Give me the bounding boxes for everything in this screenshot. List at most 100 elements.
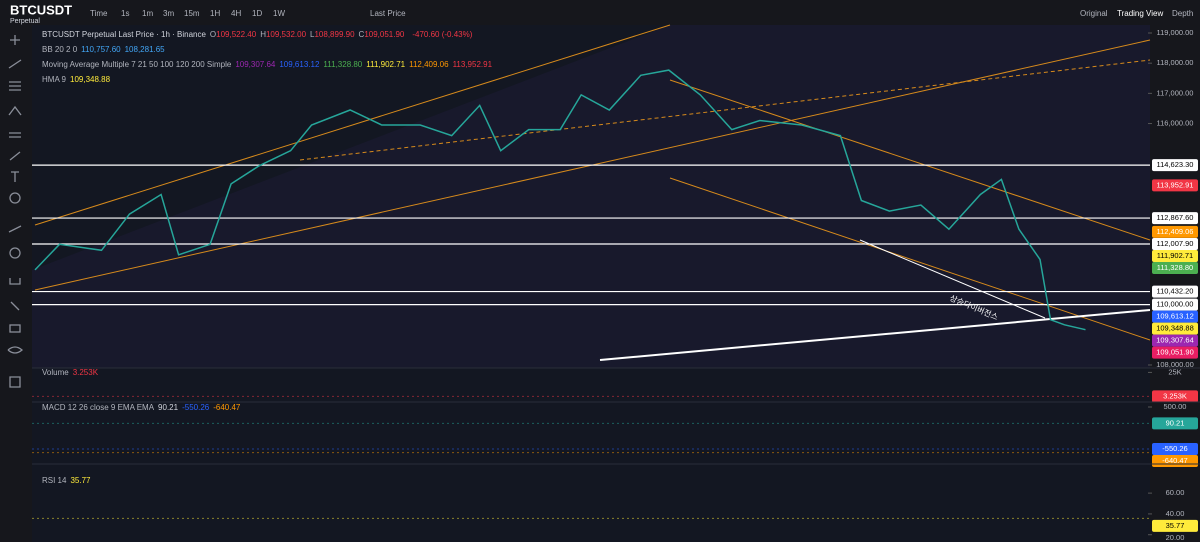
volume-name: Volume [42,368,69,377]
interval[interactable]: 1s [121,9,129,18]
price-line [34,69,1086,331]
price-box [1152,417,1198,430]
price-box [1152,346,1198,359]
volume-value: 3.253K [72,368,99,377]
price-box [1152,334,1198,347]
contract: Perpetual [10,18,40,25]
channel-shade [32,25,1150,368]
interval[interactable]: 1W [273,9,285,18]
price-type[interactable]: Last Price [370,9,406,18]
ohlc-key: H [260,30,266,39]
ohlc-value: 109,051.90 [364,30,405,39]
interval[interactable]: Time [90,9,108,18]
macd-value: 90.21 [158,403,179,412]
ma-value: 111,902.71 [366,60,406,69]
ma-value: 109,307.64 [235,60,276,69]
axis-label: 117,000.00 [1157,88,1194,97]
axis-label: 90.21 [1166,418,1185,427]
axis-label: 113,952.91 [1157,180,1194,189]
price-box [1152,159,1198,172]
interval[interactable]: 1m [142,9,153,18]
interval[interactable]: 15m [184,9,200,18]
price-box [1152,238,1198,251]
legend-hma: HMA 9 109,348.88 [42,75,114,84]
legend-title: BTCUSDT Perpetual Last Price · 1h · Bina… [42,30,206,39]
rsi-value: 35.77 [70,476,91,485]
axis-label: 109,051.90 [1156,348,1194,357]
price-box [1152,322,1198,335]
axis-label: 112,409.06 [1157,227,1194,236]
axis-label: 35.77 [1166,521,1185,530]
axis-label: 111,328.80 [1157,263,1193,272]
price-box [1152,285,1198,298]
macd-value: -550.26 [182,403,210,412]
price-box [1152,225,1198,238]
price-box [1152,310,1198,323]
ohlc-key: L [310,30,315,39]
legend-volume: Volume 3.253K [42,368,102,377]
macd-value: -640.47 [213,403,241,412]
axis-label: 60.00 [1166,488,1185,497]
bb-value: 110,757.60 [81,45,121,54]
bb-name: BB 20 2 0 [42,45,78,54]
interval[interactable]: 1H [210,9,220,18]
price-box [1152,390,1198,403]
legend-ma: Moving Average Multiple 7 21 50 100 120 … [42,60,496,69]
change: -470.60 (-0.43%) [412,30,473,39]
view-tab[interactable]: Original [1080,9,1108,18]
view-tab[interactable]: Depth [1172,9,1193,18]
tool-icons[interactable] [7,35,23,388]
axis-label: 116,000.00 [1157,119,1194,128]
axis-label: 40.00 [1166,509,1185,518]
ohlc: O109,522.40 H109,532.00 L108,899.90 C109,05… [210,30,408,39]
ohlc-value: 108,899.90 [314,30,355,39]
axis-label: 25K [1168,367,1181,376]
interval[interactable]: 1D [252,9,262,18]
price-box [1152,519,1198,532]
axis-label: 111,902.71 [1157,251,1193,260]
rsi-name: RSI 14 [42,476,67,485]
axis-label: -640.47 [1162,456,1187,465]
top-bar [0,0,1200,25]
axis-label: 500.00 [1164,402,1187,411]
hma-name: HMA 9 [42,75,67,84]
axis-label: 3.253K [1163,391,1187,400]
axis-label: 109,348.88 [1156,324,1194,333]
legend-bb: BB 20 2 0 110,757.60 108,281.65 [42,45,169,54]
ohlc-key: C [358,30,365,39]
ohlc-key: O [209,30,217,39]
price-box [1152,262,1198,275]
axis-label: 110,000.00 [1157,300,1194,309]
view-tab[interactable]: Trading View [1117,9,1163,18]
ohlc-value: 109,532.00 [265,30,307,39]
axis-label: 118,000.00 [1157,58,1194,67]
ma-value: 113,952.91 [452,60,493,69]
legend-rsi: RSI 14 35.77 [42,476,95,485]
axis-label: 109,613.12 [1156,312,1194,321]
axis-label: 110,432.20 [1157,287,1194,296]
ohlc-value: 109,522.40 [216,30,257,39]
interval[interactable]: 4H [231,9,241,18]
price-box [1152,298,1198,311]
axis-label: 119,000.00 [1157,28,1194,37]
ma-value: 109,613.12 [279,60,320,69]
bb-value: 108,281.65 [124,45,165,54]
ma-value: 112,409.06 [409,60,449,69]
axis-label: 112,867.60 [1157,213,1194,222]
price-box [1152,212,1198,225]
legend-macd: MACD 12 26 close 9 EMA EMA 90.21 -550.26 -6… [42,403,244,412]
legend-main: BTCUSDT Perpetual Last Price · 1h · Bina… [42,30,476,39]
axis-label: 112,007.90 [1157,239,1194,248]
ma-value: 111,328.80 [323,60,363,69]
hma-value: 109,348.88 [70,75,111,84]
macd-name: MACD 12 26 close 9 EMA EMA [42,403,155,412]
price-box [1152,250,1198,263]
axis-label: 108,000.00 [1156,360,1194,369]
axis-label: 114,623.30 [1157,160,1194,169]
axis-label: -550.26 [1162,444,1187,453]
price-box [1152,179,1198,192]
interval[interactable]: 3m [163,9,174,18]
